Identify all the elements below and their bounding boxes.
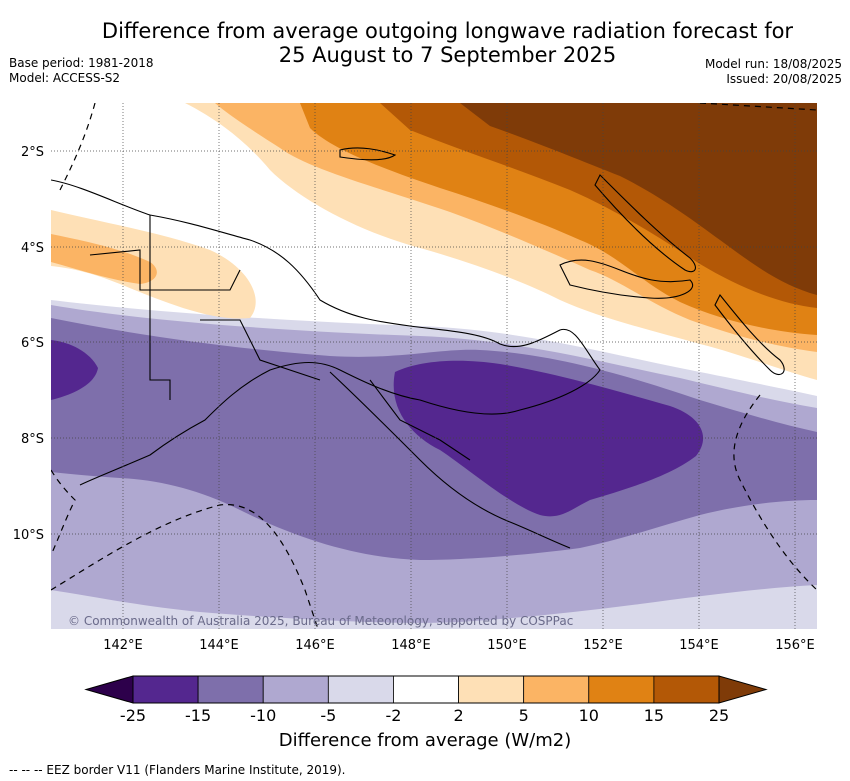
colorbar-swatch: [327, 675, 394, 704]
base-period: Base period: 1981-2018: [9, 56, 154, 70]
colorbar-swatch: [197, 675, 264, 704]
title-line-1: Difference from average outgoing longwav…: [101, 19, 794, 43]
lat-label: 6°S: [21, 336, 44, 351]
meta-left: Base period: 1981-2018 Model: ACCESS-S2: [9, 56, 154, 86]
colorbar: -25 -15 -10 -5 -2 2 5 10 15 25: [84, 675, 768, 725]
lon-label: 150°E: [487, 638, 527, 653]
lon-labels: 142°E 144°E 146°E 148°E 150°E 152°E 154°…: [103, 638, 815, 653]
meta-right: Model run: 18/08/2025 Issued: 20/08/2025: [705, 57, 842, 87]
eez-east: [733, 394, 817, 591]
colorbar-tick-label: -25: [120, 706, 146, 725]
map-title: Difference from average outgoing longwav…: [80, 19, 815, 67]
colorbar-tick-label: 10: [579, 706, 599, 725]
colorbar-tick-label: 25: [709, 706, 729, 725]
gridlines: [51, 103, 817, 629]
new-guinea-coast: [51, 179, 601, 486]
border-line: [149, 215, 171, 400]
colorbar-over-triangle: [718, 675, 768, 704]
province-lines: [89, 249, 471, 461]
colorbar-title: Difference from average (W/m2): [278, 730, 572, 751]
colorbar-swatch: [588, 675, 655, 704]
colorbar-swatch: [458, 675, 525, 704]
lat-labels: 2°S 4°S 6°S 8°S 10°S: [13, 145, 44, 543]
band-minus-15-to-minus-25: [393, 360, 704, 517]
lon-label: 142°E: [103, 638, 143, 653]
band-plus-west-mid: [51, 234, 157, 284]
bougainville-coast: [714, 293, 785, 375]
anomaly-field: © Commonwealth of Australia 2025, Bureau…: [51, 103, 817, 629]
lon-label: 144°E: [199, 638, 239, 653]
eez-footnote: -- -- -- EEZ border V11 (Flanders Marine…: [9, 763, 346, 777]
colorbar-tick-labels: -25 -15 -10 -5 -2 2 5 10 15 25: [120, 706, 729, 725]
band-plus-25-over: [460, 103, 817, 295]
lon-label: 152°E: [583, 638, 623, 653]
lat-label: 4°S: [21, 241, 44, 256]
colorbar-tick-label: 2: [453, 706, 463, 725]
eez-south: [51, 504, 319, 629]
lat-label: 10°S: [13, 528, 44, 543]
manus-coast: [339, 147, 397, 161]
colorbar-tick-label: 5: [519, 706, 529, 725]
model-run: Model run: 18/08/2025: [704, 57, 842, 71]
issued-date: Issued: 20/08/2025: [726, 72, 842, 86]
lat-label: 8°S: [21, 432, 44, 447]
copyright-notice: © Commonwealth of Australia 2025, Bureau…: [68, 614, 573, 628]
lon-label: 146°E: [295, 638, 335, 653]
eez-northeast: [699, 103, 817, 111]
model-name: Model: ACCESS-S2: [9, 71, 121, 85]
lon-label: 154°E: [679, 638, 719, 653]
eez-borders: [51, 103, 817, 629]
colorbar-tick-label: 15: [644, 706, 664, 725]
band-plus-west-light: [51, 210, 256, 319]
colorbar-swatch: [653, 675, 720, 704]
lat-label: 2°S: [21, 145, 44, 160]
new-britain-coast: [559, 259, 693, 299]
colorbar-under-triangle: [84, 675, 134, 704]
colorbar-tick-label: -10: [250, 706, 276, 725]
colorbar-swatch: [262, 675, 329, 704]
colorbar-frame: [132, 675, 720, 704]
southern-peninsula-coast: [329, 371, 571, 549]
lon-label: 156°E: [775, 638, 815, 653]
colorbar-tick-label: -5: [320, 706, 336, 725]
band-minus-15-west: [51, 340, 98, 400]
title-line-2: 25 August to 7 September 2025: [278, 43, 617, 67]
coastlines: [51, 147, 785, 549]
colorbar-swatches: [132, 675, 720, 704]
colorbar-swatch: [523, 675, 590, 704]
colorbar-swatch: [132, 675, 199, 704]
colorbar-tick-label: -15: [185, 706, 211, 725]
colorbar-tick-label: -2: [385, 706, 401, 725]
new-ireland-coast: [594, 174, 696, 273]
lon-label: 148°E: [391, 638, 431, 653]
colorbar-swatch: [393, 675, 459, 704]
eez-west: [51, 103, 96, 556]
